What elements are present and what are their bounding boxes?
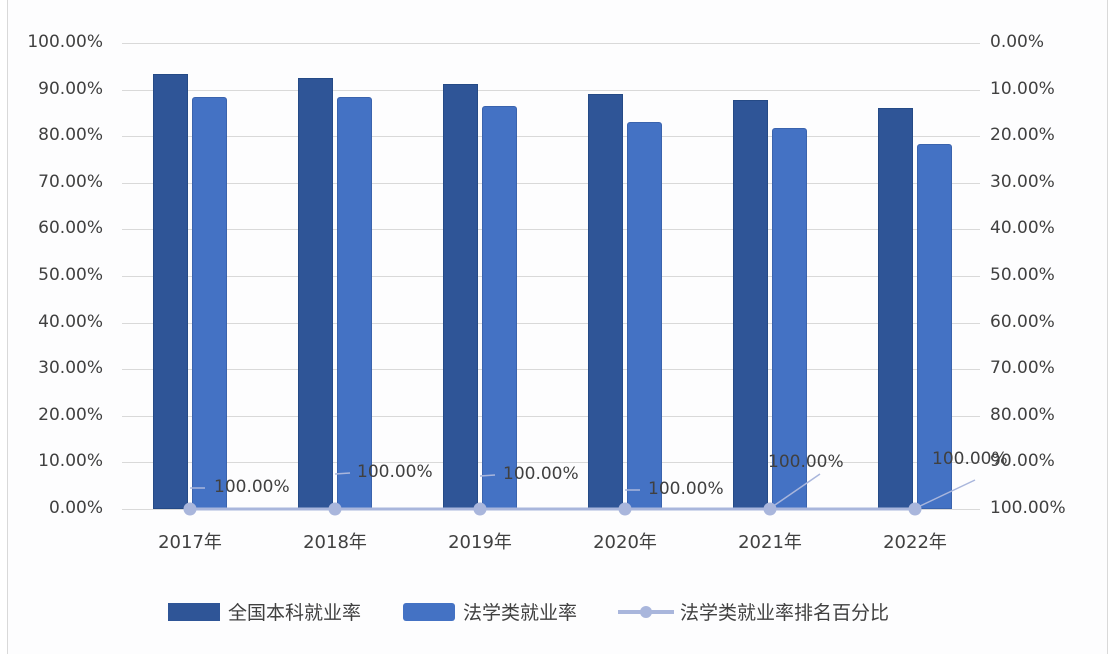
y-right-tick: 80.00% <box>990 404 1055 425</box>
x-axis-label: 2019年 <box>448 532 512 553</box>
bar-law <box>917 144 952 509</box>
rank-data-label: 100.00% <box>932 449 1008 469</box>
y-left-tick: 70.00% <box>38 171 103 192</box>
bar-national <box>588 93 623 509</box>
y-left-tick: 0.00% <box>48 498 103 518</box>
bar-law <box>627 122 662 509</box>
bar-law <box>337 97 372 509</box>
y-right-tick: 100.00% <box>990 498 1066 518</box>
gridline <box>122 322 980 324</box>
legend-label: 法学类就业率 <box>463 602 578 624</box>
gridline <box>122 462 980 464</box>
gridline <box>122 369 980 371</box>
bar-national <box>733 99 768 509</box>
gridline <box>122 89 980 91</box>
bar-law <box>482 105 517 509</box>
y-left-tick: 20.00% <box>38 404 103 425</box>
legend-swatch-law <box>403 602 455 621</box>
y-left-tick: 90.00% <box>38 78 103 99</box>
rank-data-label: 100.00% <box>357 462 433 482</box>
bar-national <box>298 77 333 509</box>
legend-item-law-rank: 法学类就业率排名百分比 <box>618 598 889 625</box>
rank-data-label: 100.00% <box>768 452 844 472</box>
rank-marker <box>183 502 197 516</box>
rank-data-label: 100.00% <box>648 479 724 499</box>
y-left-tick: 60.00% <box>38 218 103 239</box>
y-left-tick: 40.00% <box>38 311 103 332</box>
legend-item-law: 法学类就业率 <box>403 598 577 625</box>
bar-law <box>192 97 227 509</box>
y-right-tick: 30.00% <box>990 171 1055 192</box>
y-left-tick: 100.00% <box>27 32 103 52</box>
x-axis-label: 2017年 <box>158 532 222 553</box>
y-right-tick: 60.00% <box>990 311 1055 332</box>
gridline <box>122 229 980 231</box>
gridline <box>122 43 980 44</box>
bar-national <box>878 107 913 509</box>
x-axis-label: 2021年 <box>738 532 802 553</box>
gridline <box>122 415 980 417</box>
gridline <box>122 276 980 277</box>
rank-data-label: 100.00% <box>503 464 579 484</box>
y-right-tick: 20.00% <box>990 125 1055 146</box>
rank-marker <box>328 502 342 516</box>
gridline <box>122 182 980 184</box>
rank-marker <box>908 502 922 516</box>
legend-label: 法学类就业率排名百分比 <box>680 602 890 624</box>
rank-marker <box>763 502 777 516</box>
rank-marker <box>473 502 487 516</box>
legend-swatch-national <box>168 602 220 621</box>
bar-national <box>443 84 478 509</box>
y-right-tick: 50.00% <box>990 265 1055 285</box>
x-axis-label: 2018年 <box>303 532 367 553</box>
bar-national <box>153 74 188 509</box>
y-left-tick: 50.00% <box>38 265 103 285</box>
rank-data-label: 100.00% <box>214 477 290 497</box>
legend-line-marker-icon <box>618 605 674 618</box>
x-axis-label: 2022年 <box>883 532 947 553</box>
legend-item-national: 全国本科就业率 <box>168 598 361 625</box>
y-right-tick: 90.00% <box>990 451 1055 472</box>
y-right-tick: 10.00% <box>990 78 1055 99</box>
legend-label: 全国本科就业率 <box>228 602 362 624</box>
y-left-tick: 10.00% <box>38 451 103 472</box>
y-right-tick: 0.00% <box>990 32 1045 52</box>
y-left-tick: 80.00% <box>38 125 103 146</box>
rank-marker <box>618 502 632 516</box>
x-axis-label: 2020年 <box>593 532 657 553</box>
y-right-tick: 70.00% <box>990 358 1055 379</box>
y-right-tick: 40.00% <box>990 218 1055 239</box>
y-left-tick: 30.00% <box>38 358 103 379</box>
gridline <box>122 136 980 138</box>
gridline <box>122 509 980 510</box>
bar-law <box>772 127 807 509</box>
